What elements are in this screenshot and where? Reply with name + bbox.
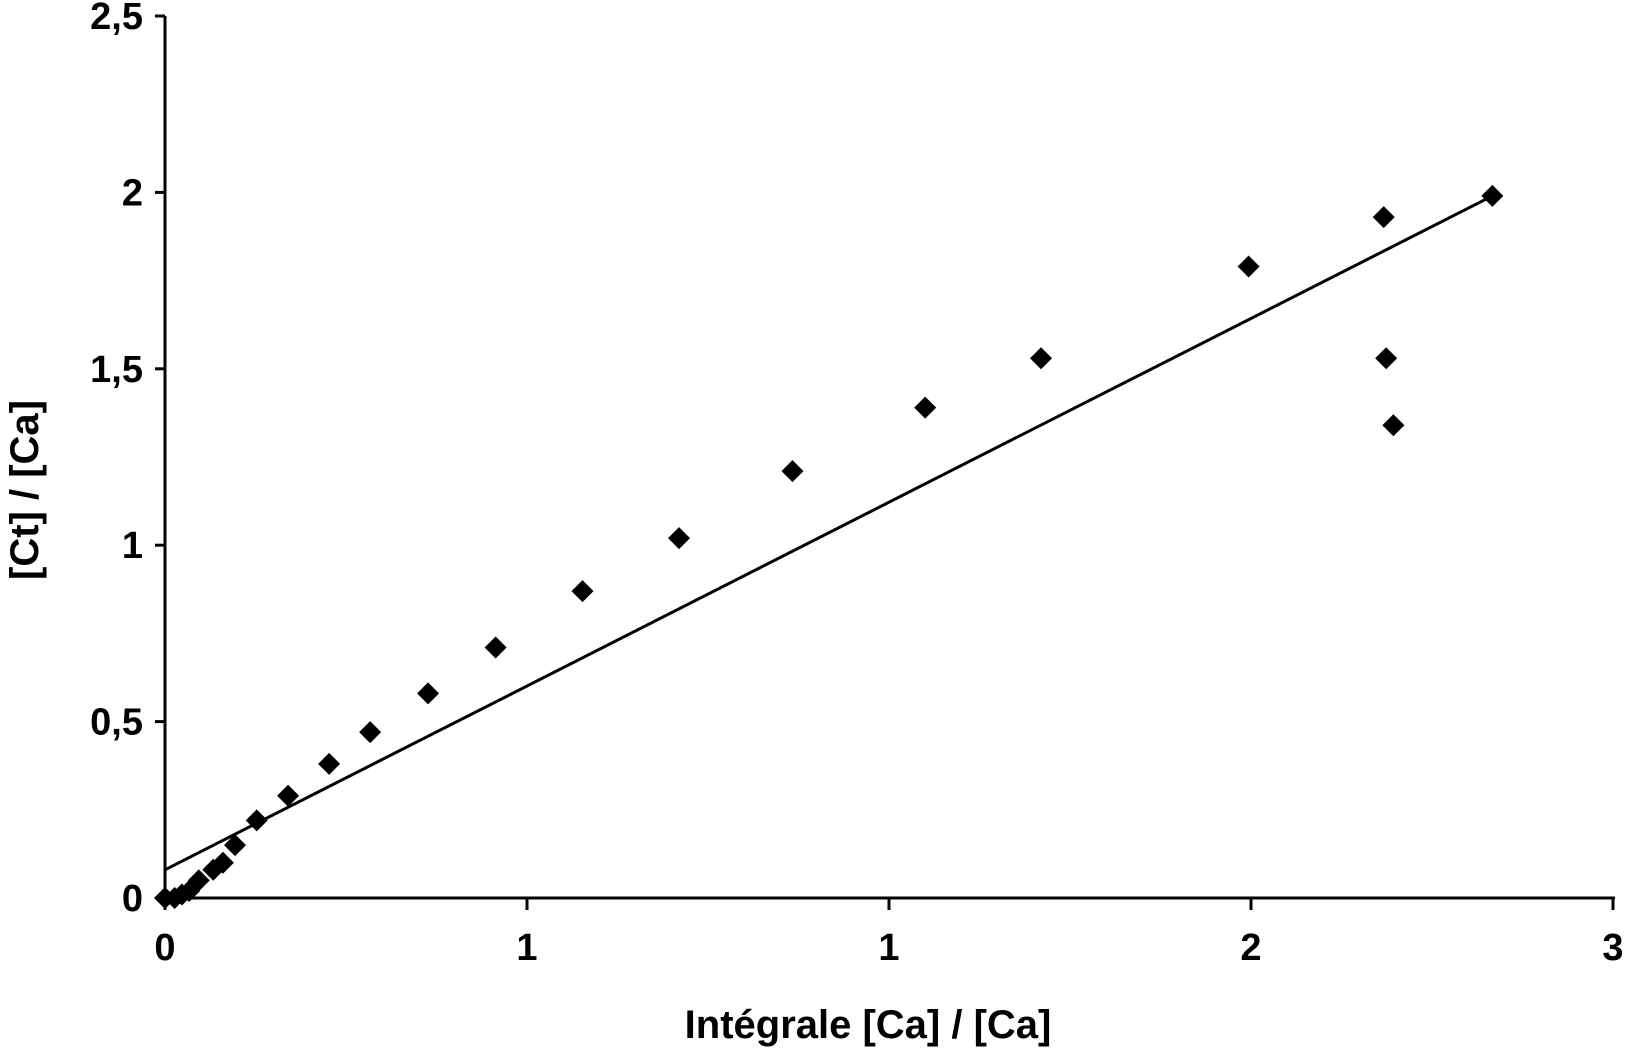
data-point [1481,184,1504,207]
data-point [1237,255,1260,278]
trendline [164,194,1494,872]
data-point [914,396,937,419]
data-point [571,580,594,603]
data-point [781,460,804,483]
x-tick-label: 2 [1240,927,1261,969]
data-point [277,784,300,807]
data-point [1382,414,1405,437]
x-tick-label: 1 [516,927,537,969]
y-tick-label: 2 [122,172,143,214]
x-tick-label: 3 [1602,927,1623,969]
data-point [417,682,440,705]
x-tick-label: 1 [878,927,899,969]
data-points [154,184,1504,909]
x-tick-label: 0 [154,927,175,969]
data-point [1030,347,1053,370]
axes [155,14,1615,910]
x-axis-title: Intégrale [Ca] / [Ca] [685,1003,1052,1047]
data-point [668,527,691,550]
y-tick-label: 0,5 [90,702,143,744]
data-point [318,752,341,775]
data-point [211,851,234,874]
y-tick-label: 2,5 [90,0,143,38]
y-tick-label: 0 [122,878,143,920]
data-point [1372,206,1395,229]
data-point [245,809,268,832]
data-point [187,869,210,892]
y-axis-title: [Ct] / [Ca] [3,400,47,580]
tick-labels: 0 0,5 1 1,5 2 2,5 0 1 1 2 3 [90,0,1623,969]
y-tick-label: 1,5 [90,349,143,391]
data-point [1375,347,1398,370]
data-point [223,834,246,857]
data-point [359,721,382,744]
data-point [484,636,507,659]
y-tick-label: 1 [122,525,143,567]
trendline-layer [164,194,1494,872]
